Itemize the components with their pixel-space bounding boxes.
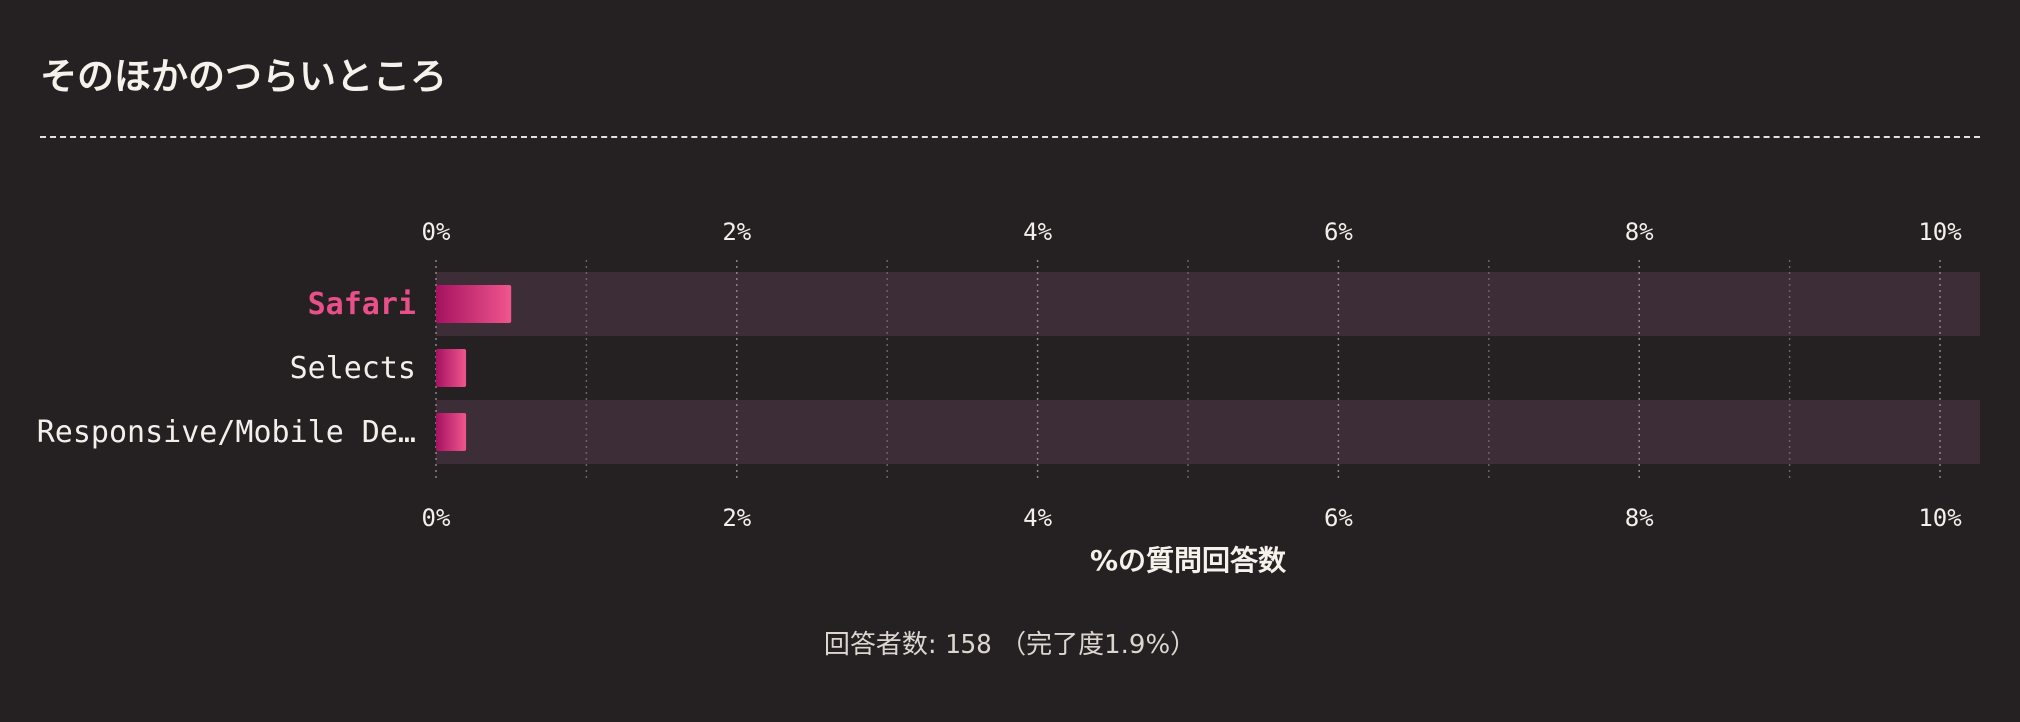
completion-rate: （完了度1.9%） bbox=[1000, 630, 1197, 660]
x-tick-label-bottom: 6% bbox=[1324, 504, 1353, 532]
category-label: Selects bbox=[290, 351, 416, 386]
x-tick-label-top: 2% bbox=[722, 218, 751, 246]
x-tick-label-top: 6% bbox=[1324, 218, 1353, 246]
bar-selects bbox=[436, 349, 467, 387]
row-band bbox=[436, 272, 1980, 336]
chart-title: そのほかのつらいところ bbox=[40, 55, 447, 98]
x-axis-bottom: 0% 2% 4% 6% 8% 10% bbox=[422, 504, 1963, 532]
respondent-count-value: 158 bbox=[944, 630, 992, 660]
x-tick-label-bottom: 4% bbox=[1023, 504, 1052, 532]
row-bands bbox=[436, 272, 1980, 464]
x-axis-top: 0% 2% 4% 6% 8% 10% bbox=[422, 218, 1963, 246]
row-band bbox=[436, 400, 1980, 464]
category-labels: Safari Selects Responsive/Mobile De… bbox=[37, 287, 416, 450]
bar-chart: 0% 2% 4% 6% 8% 10% 0% 2% 4% 6% 8% 10% Safari Select… bbox=[37, 218, 1980, 577]
bar-safari bbox=[436, 285, 512, 323]
bars bbox=[436, 285, 512, 451]
x-axis-title: %の質問回答数 bbox=[1090, 544, 1287, 577]
x-tick-label-top: 4% bbox=[1023, 218, 1052, 246]
category-label: Responsive/Mobile De… bbox=[37, 415, 416, 450]
x-tick-label-top: 8% bbox=[1625, 218, 1654, 246]
x-tick-label-bottom: 2% bbox=[722, 504, 751, 532]
title-divider bbox=[40, 136, 1980, 138]
x-tick-label-top: 0% bbox=[422, 218, 451, 246]
x-tick-label-bottom: 8% bbox=[1625, 504, 1654, 532]
x-tick-label-bottom: 0% bbox=[422, 504, 451, 532]
respondent-count-label: 回答者数: bbox=[823, 630, 937, 660]
grid-lines bbox=[435, 260, 1941, 478]
x-tick-label-bottom: 10% bbox=[1918, 504, 1962, 532]
x-tick-label-top: 10% bbox=[1918, 218, 1962, 246]
category-label: Safari bbox=[308, 287, 416, 322]
bar-responsive-mobile-de bbox=[436, 413, 467, 451]
respondent-summary: 回答者数: 158 （完了度1.9%） bbox=[0, 624, 2020, 661]
